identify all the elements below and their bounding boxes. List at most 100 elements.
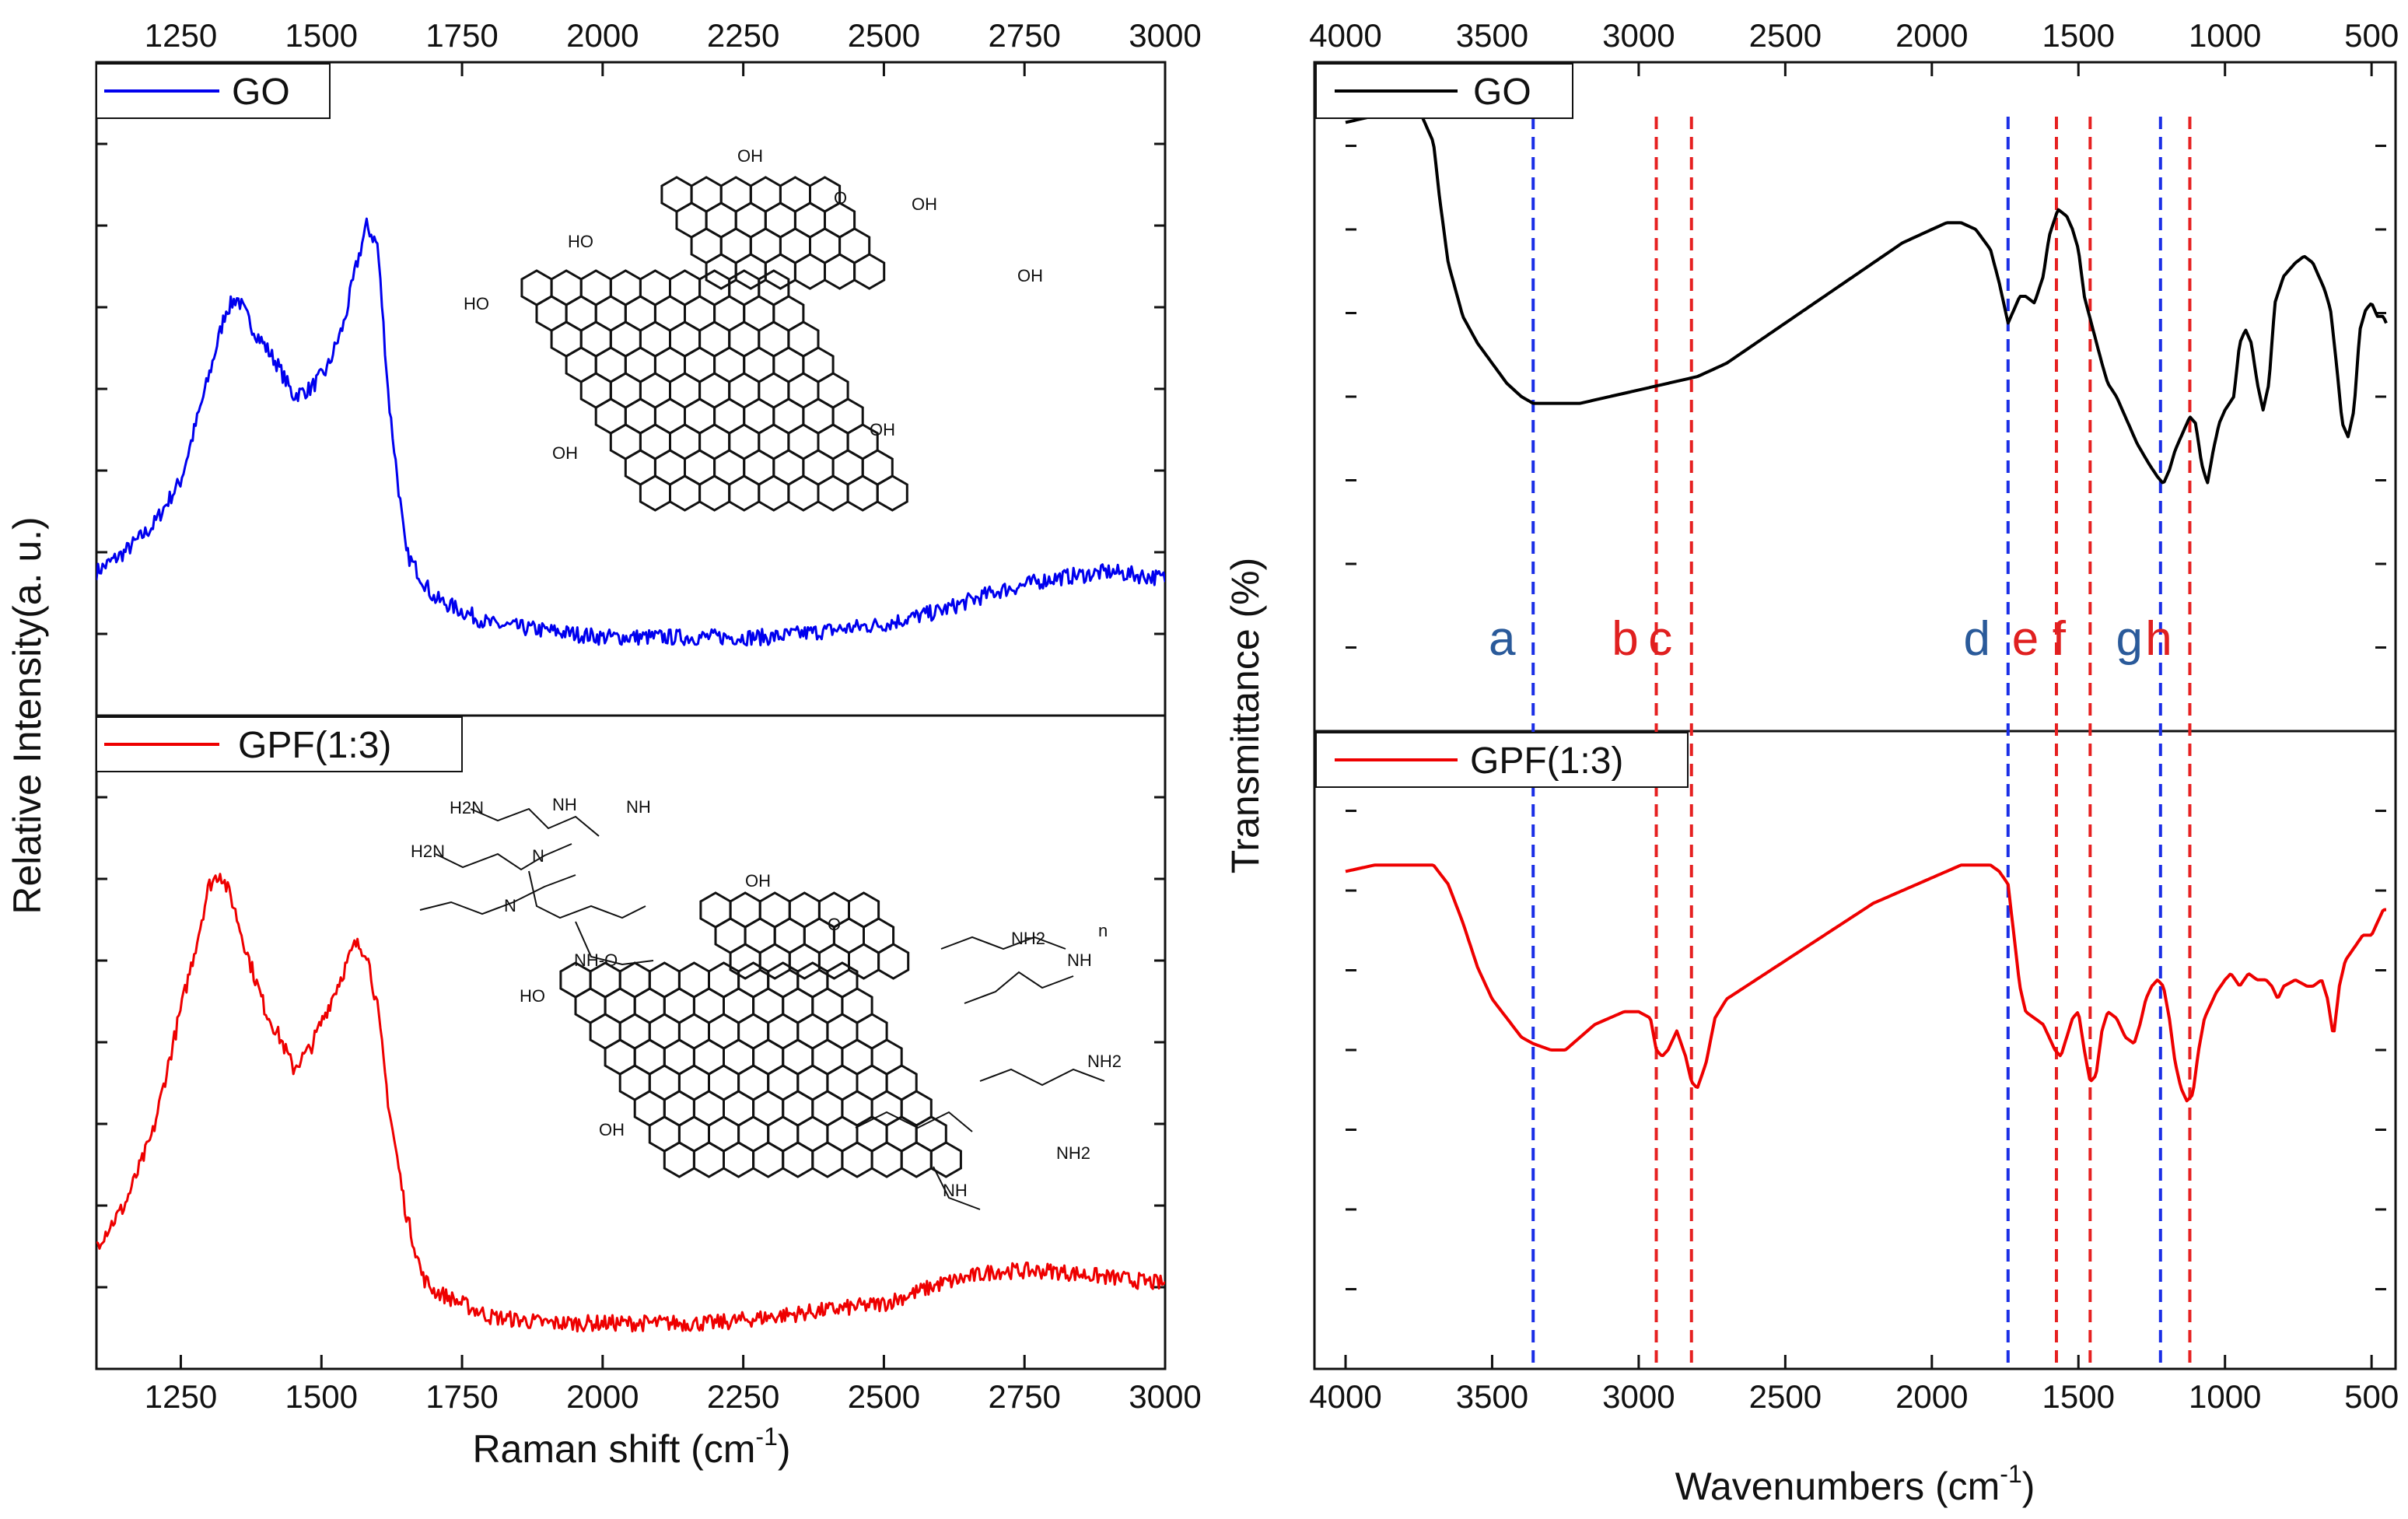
go-hex-ring <box>698 474 731 512</box>
raman-top-tick-label: 2500 <box>848 17 920 54</box>
gpf-label-n-1: N <box>532 846 544 866</box>
ftir-top-tick-label: 3500 <box>1456 17 1528 54</box>
gpf-label-nh2-1: NH2 <box>1011 929 1045 948</box>
ftir-top-tick-label: 1000 <box>2189 17 2261 54</box>
go-hex-ring <box>876 474 908 512</box>
gpf-label-nh-3: NH <box>1067 950 1092 970</box>
raman-y-axis-label: Relative Intensity(a. u.) <box>5 516 49 914</box>
ftir-frame <box>1313 61 2397 1370</box>
gpf-label-h2n-2: H2N <box>411 842 445 861</box>
raman-top-tick-label: 1250 <box>145 17 217 54</box>
ftir-top-tick-label: 4000 <box>1309 17 1381 54</box>
gpf-hex-ring <box>817 943 850 980</box>
raman-legend-gpf: GPF(1:3) <box>96 716 463 772</box>
raman-x-axis-label: Raman shift (cm-1) <box>472 1423 790 1471</box>
ftir-bottom-tick-label: 3500 <box>1456 1378 1528 1415</box>
ftir-top-tick-label: 1500 <box>2042 17 2115 54</box>
raman-bottom-tick-label: 1750 <box>425 1378 498 1415</box>
go-label-hooc-left: HO <box>568 232 593 251</box>
gpf-hex-ring <box>811 1141 844 1178</box>
go-hex-ring <box>817 474 849 512</box>
go-label-oh-bottom-right: OH <box>870 420 895 439</box>
go-hex-ring <box>728 474 761 512</box>
raman-bottom-tick-label: 1500 <box>285 1378 358 1415</box>
raman-series-gpf <box>96 873 1165 1333</box>
gpf-hex-ring <box>752 1141 785 1178</box>
go-hex-ring <box>793 253 826 290</box>
go-hex-ring <box>669 474 702 512</box>
gpf-hex-ring <box>729 943 761 980</box>
gpf-label-nh-1: NH <box>552 795 577 814</box>
raman-bottom-tick-label: 2250 <box>707 1378 779 1415</box>
ftir-legend-gpf: GPF(1:3) <box>1315 732 1689 788</box>
ftir-annotation-label-d: d <box>1964 612 1990 666</box>
raman-top-tick-label: 2250 <box>707 17 779 54</box>
go-structure-illustration: OH OH HO OH HO OH OH O <box>464 146 1043 512</box>
ftir-series-go <box>1345 107 2388 485</box>
raman-bottom-tick-label: 2500 <box>848 1378 920 1415</box>
gpf-hex-ring <box>758 943 791 980</box>
gpf-hex-ring <box>929 1141 962 1178</box>
gpf-hex-ring <box>841 1141 873 1178</box>
ftir-bottom-tick-label: 1500 <box>2042 1378 2115 1415</box>
ftir-series-gpf <box>1345 863 2386 1103</box>
gpf-hex-ring <box>900 1141 933 1178</box>
gpf-hex-ring <box>692 1141 725 1178</box>
raman-top-tick-label: 1500 <box>285 17 358 54</box>
go-hex-ring <box>824 253 856 290</box>
ftir-annotation-label-f: f <box>2053 612 2067 666</box>
go-hex-ring <box>639 474 671 512</box>
gpf-label-nh-o: NH-O <box>574 950 618 970</box>
raman-bottom-tick-label: 3000 <box>1129 1378 1201 1415</box>
ftir-top-tick-label: 2500 <box>1749 17 1822 54</box>
gpf-label-oh-top: OH <box>745 871 771 891</box>
ftir-annotation-label-g: g <box>2116 612 2143 666</box>
gpf-hex-ring <box>788 943 821 980</box>
raman-legend-gpf-label: GPF(1:3) <box>238 725 391 766</box>
raman-legend-go-label: GO <box>232 72 290 113</box>
ftir-bottom-tick-label: 2000 <box>1895 1378 1968 1415</box>
raman-top-tick-label: 1750 <box>425 17 498 54</box>
gpf-label-nh-2: NH <box>626 797 651 817</box>
gpf-structure-illustration: H2N H2N NH NH N N NH-O OH HO OH NH2 NH2 … <box>411 795 1122 1210</box>
gpf-hex-ring <box>877 943 910 980</box>
gpf-hex-ring <box>723 1141 755 1178</box>
gpf-label-oh-bottom: OH <box>599 1120 625 1139</box>
ftir-x-axis-label: Wavenumbers (cm-1) <box>1675 1460 2035 1508</box>
ftir-y-axis-label: Transmittance (%) <box>1223 558 1267 874</box>
go-hex-ring <box>734 253 767 290</box>
gpf-hex-ring <box>870 1141 903 1178</box>
go-hex-ring <box>846 474 879 512</box>
ftir-annotation-label-c: c <box>1648 612 1672 666</box>
ftir-bottom-tick-label: 500 <box>2344 1378 2399 1415</box>
go-label-cooh-right: OH <box>1017 266 1043 285</box>
go-label-oh-top: OH <box>737 146 763 166</box>
gpf-label-nh-4: NH <box>943 1181 968 1200</box>
gpf-label-nh2-2: NH2 <box>1087 1052 1122 1071</box>
raman-top-tick-label: 3000 <box>1129 17 1201 54</box>
gpf-hex-ring <box>782 1141 814 1178</box>
ftir-bottom-tick-label: 3000 <box>1602 1378 1675 1415</box>
raman-legend-go: GO <box>96 63 331 119</box>
raman-chart: 1250 1500 1750 2000 2250 2500 2750 3000 1250 1500… <box>5 17 1202 1471</box>
ftir-chart: 4000 3500 3000 2500 2000 1500 1000 500 4000 3500 3… <box>1223 17 2399 1508</box>
gpf-polymer-chains <box>419 807 1105 1210</box>
go-label-epoxy: O <box>834 188 847 208</box>
ftir-bottom-tick-label: 4000 <box>1309 1378 1381 1415</box>
raman-bottom-tick-label: 2000 <box>566 1378 639 1415</box>
go-hex-ring <box>787 474 820 512</box>
raman-bottom-tick-label: 1250 <box>145 1378 217 1415</box>
gpf-label-nh2-3: NH2 <box>1056 1143 1090 1163</box>
ftir-annotation-label-a: a <box>1489 612 1516 666</box>
go-hex-ring <box>758 474 790 512</box>
ftir-legend-go: GO <box>1315 63 1573 119</box>
go-hex-ring <box>853 253 886 290</box>
gpf-label-h2n-1: H2N <box>450 798 484 817</box>
go-hex-ring <box>705 253 737 290</box>
ftir-legend-go-label: GO <box>1473 72 1531 113</box>
ftir-bottom-tick-label: 1000 <box>2189 1378 2261 1415</box>
ftir-annotation-label-e: e <box>2012 612 2039 666</box>
raman-top-tick-label: 2750 <box>988 17 1060 54</box>
go-label-oh-top-right: OH <box>912 194 937 214</box>
